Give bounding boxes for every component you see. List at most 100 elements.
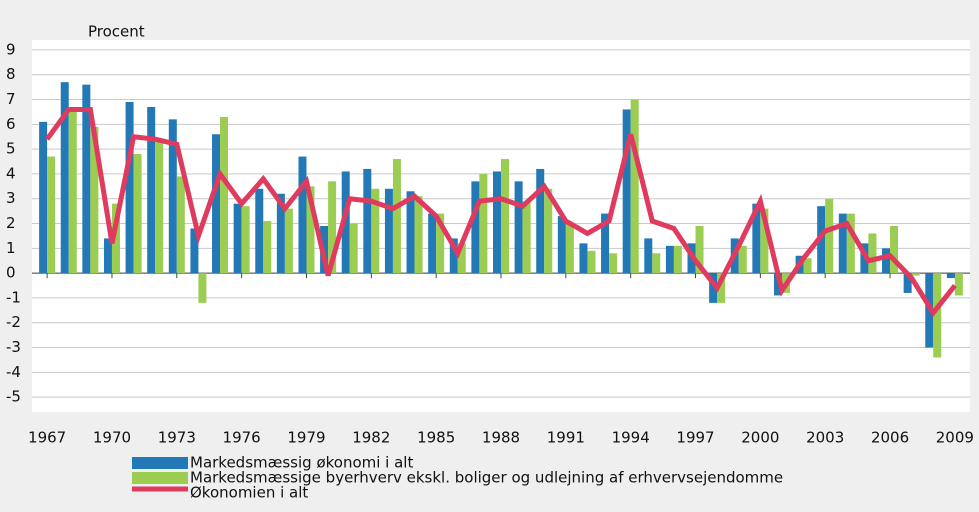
bar <box>90 126 99 274</box>
bar <box>68 111 77 274</box>
legend-label: Markedsmæssige byerhverv ekskl. boliger … <box>190 469 783 487</box>
bar <box>911 273 920 276</box>
y-tick-label: 3 <box>6 189 16 207</box>
y-tick-label: 8 <box>6 65 16 83</box>
x-tick-label: 1967 <box>28 429 66 447</box>
bar <box>479 173 488 274</box>
bar <box>428 213 437 274</box>
bar <box>630 99 639 274</box>
bar <box>436 213 445 274</box>
bar <box>47 156 56 274</box>
bar <box>825 198 834 274</box>
y-tick-label: -1 <box>6 288 21 306</box>
bar <box>60 82 69 274</box>
bar <box>738 245 747 274</box>
x-tick-label: 1982 <box>352 429 390 447</box>
bar <box>449 238 458 274</box>
bar <box>212 134 221 274</box>
bar <box>695 226 704 274</box>
y-tick-label: 5 <box>6 140 16 158</box>
bar <box>536 168 545 274</box>
bar <box>522 201 531 274</box>
bar <box>103 238 112 274</box>
x-tick-label: 1970 <box>93 429 131 447</box>
bar <box>328 181 337 274</box>
bar <box>501 159 509 274</box>
bar <box>298 156 307 274</box>
bar <box>190 228 199 274</box>
bar <box>587 250 596 274</box>
y-tick-label: 2 <box>6 214 16 232</box>
bar <box>673 245 682 274</box>
bar <box>220 116 229 274</box>
y-tick-label: 6 <box>6 115 16 133</box>
bar <box>371 188 380 274</box>
x-tick-label: 1976 <box>223 429 261 447</box>
bar <box>82 84 91 274</box>
y-axis-label: Procent <box>88 23 145 41</box>
x-tick-label: 2009 <box>936 429 974 447</box>
bar <box>471 181 480 274</box>
y-tick-label: -3 <box>6 338 21 356</box>
bar <box>846 213 855 274</box>
bar <box>168 119 177 274</box>
bar <box>493 171 501 274</box>
bar <box>882 248 891 274</box>
bar <box>406 191 415 274</box>
legend-label: Økonomien i alt <box>190 484 308 502</box>
y-tick-label: -4 <box>6 363 21 381</box>
bar <box>890 226 899 274</box>
y-tick-label: 7 <box>6 90 16 108</box>
x-tick-label: 2003 <box>806 429 844 447</box>
bar <box>514 181 523 274</box>
bar <box>241 206 250 274</box>
bar <box>644 238 653 274</box>
bar <box>557 216 566 274</box>
y-tick-label: 0 <box>6 264 16 282</box>
bar <box>652 253 661 274</box>
bar <box>838 213 847 274</box>
bar <box>276 193 285 274</box>
bar <box>176 176 185 274</box>
bar <box>284 208 293 274</box>
bar <box>954 273 963 296</box>
legend-swatch <box>132 457 188 469</box>
y-tick-label: -2 <box>6 313 21 331</box>
bar <box>803 258 812 274</box>
bar <box>349 223 358 274</box>
bar <box>125 102 134 274</box>
x-tick-label: 2000 <box>741 429 779 447</box>
line <box>45 106 957 318</box>
bar <box>255 188 264 274</box>
bar <box>263 221 272 274</box>
bar <box>946 273 955 279</box>
bar <box>392 159 401 274</box>
bar <box>147 106 156 274</box>
bar <box>717 273 726 303</box>
x-tick-label: 1973 <box>158 429 196 447</box>
bar <box>133 154 142 274</box>
y-tick-label: 1 <box>6 239 16 257</box>
y-tick-label: 4 <box>6 164 16 182</box>
x-tick-label: 1979 <box>287 429 325 447</box>
bar <box>933 273 942 358</box>
bar <box>760 208 769 274</box>
legend-label: Markedsmæssig økonomi i alt <box>190 454 413 472</box>
bar <box>752 203 761 274</box>
bar <box>233 203 242 274</box>
bar <box>39 121 48 274</box>
bar <box>601 213 610 274</box>
bar <box>457 243 466 274</box>
bar <box>868 233 877 274</box>
bar <box>414 196 423 274</box>
bar <box>306 186 315 274</box>
bar <box>622 109 631 274</box>
bar <box>198 273 207 303</box>
x-tick-label: 2006 <box>871 429 909 447</box>
y-tick-label: 9 <box>6 40 16 58</box>
x-tick-label: 1994 <box>612 429 650 447</box>
bar <box>609 253 618 274</box>
x-tick-label: 1985 <box>417 429 455 447</box>
bar <box>155 139 164 274</box>
